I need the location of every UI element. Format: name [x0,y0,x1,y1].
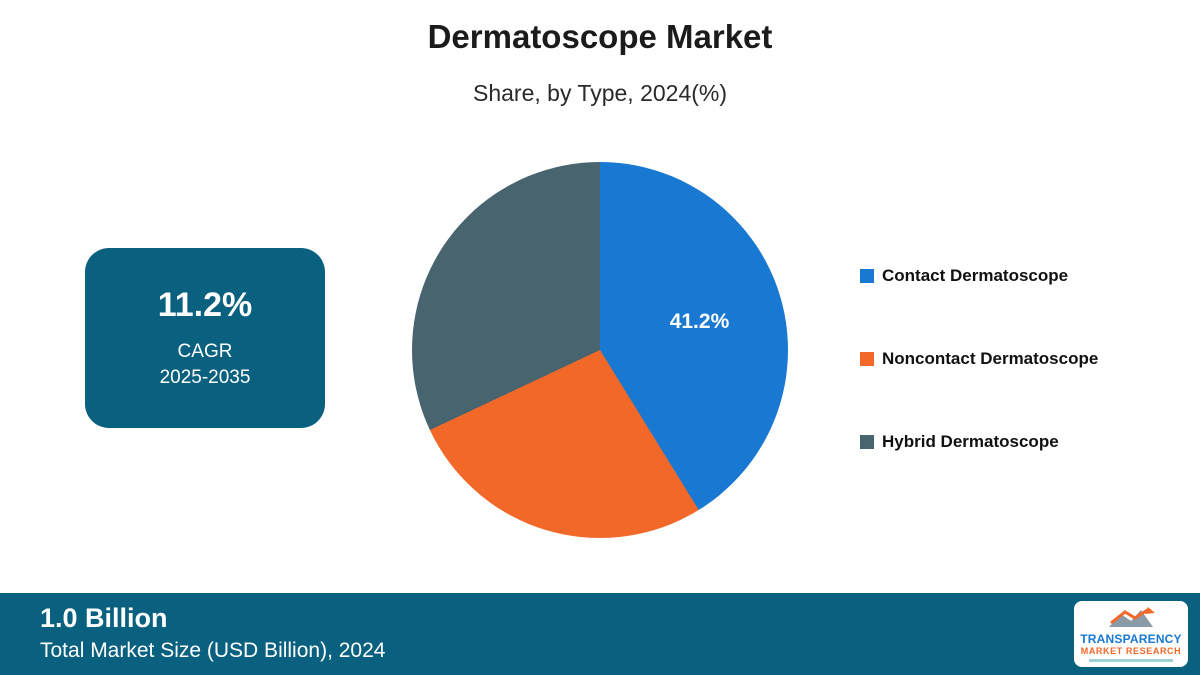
market-size-value: 1.0 Billion [40,603,168,633]
pie-data-label: 41.2% [669,309,730,333]
page-title: Dermatoscope Market [427,18,773,55]
cagr-label: CAGR [177,340,233,362]
legend-item: Contact Dermatoscope [860,266,1098,286]
legend-swatch-icon [860,435,874,449]
cagr-callout-box: 11.2% CAGR 2025-2035 [85,248,325,428]
footer-bar: 1.0 Billion Total Market Size (USD Billi… [0,593,1200,675]
legend-item: Hybrid Dermatoscope [860,432,1098,452]
legend-swatch-icon [860,352,874,366]
legend-label: Hybrid Dermatoscope [882,432,1059,451]
logo-line2: MARKET RESEARCH [1080,645,1182,656]
tmr-logo: TRANSPARENCY MARKET RESEARCH [1074,601,1188,667]
legend-swatch-icon [860,269,874,283]
cagr-period: 2025-2035 [159,366,251,388]
chart-legend: Contact Dermatoscope Noncontact Dermatosc… [860,266,1098,452]
legend-label: Noncontact Dermatoscope [882,349,1099,368]
pie-graphic [412,162,788,538]
logo-graphic-icon [1107,606,1155,632]
logo-line1: TRANSPARENCY [1080,631,1182,646]
chart-subtitle: Share, by Type, 2024(%) [473,80,727,106]
cagr-value: 11.2% [157,285,253,324]
pie-chart: 41.2% [412,162,788,538]
legend-label: Contact Dermatoscope [882,266,1069,285]
legend-item: Noncontact Dermatoscope [860,349,1098,369]
logo-tagline-bar [1089,658,1173,662]
market-size-caption: Total Market Size (USD Billion), 2024 [40,639,386,662]
